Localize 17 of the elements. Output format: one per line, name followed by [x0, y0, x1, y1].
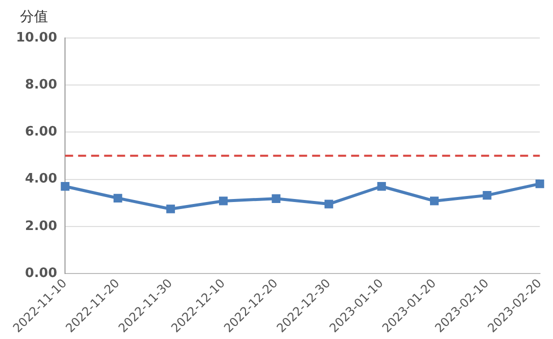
y-tick-label: 0.00 — [25, 266, 58, 281]
y-axis-title: 分值 — [20, 8, 48, 26]
point — [482, 190, 492, 200]
y-tick-label: 6.00 — [25, 124, 58, 140]
point — [219, 196, 228, 206]
y-tick-label: 8.00 — [25, 77, 58, 92]
point — [377, 182, 386, 191]
point — [60, 182, 70, 191]
point — [535, 179, 544, 188]
point — [114, 194, 122, 202]
y-tick-label: 2.00 — [25, 218, 58, 234]
y-tick-label: 4.00 — [25, 172, 58, 187]
point — [166, 204, 175, 214]
point — [272, 194, 280, 203]
point — [430, 196, 439, 206]
point — [324, 200, 334, 208]
y-tick-label: 10.00 — [16, 30, 58, 46]
